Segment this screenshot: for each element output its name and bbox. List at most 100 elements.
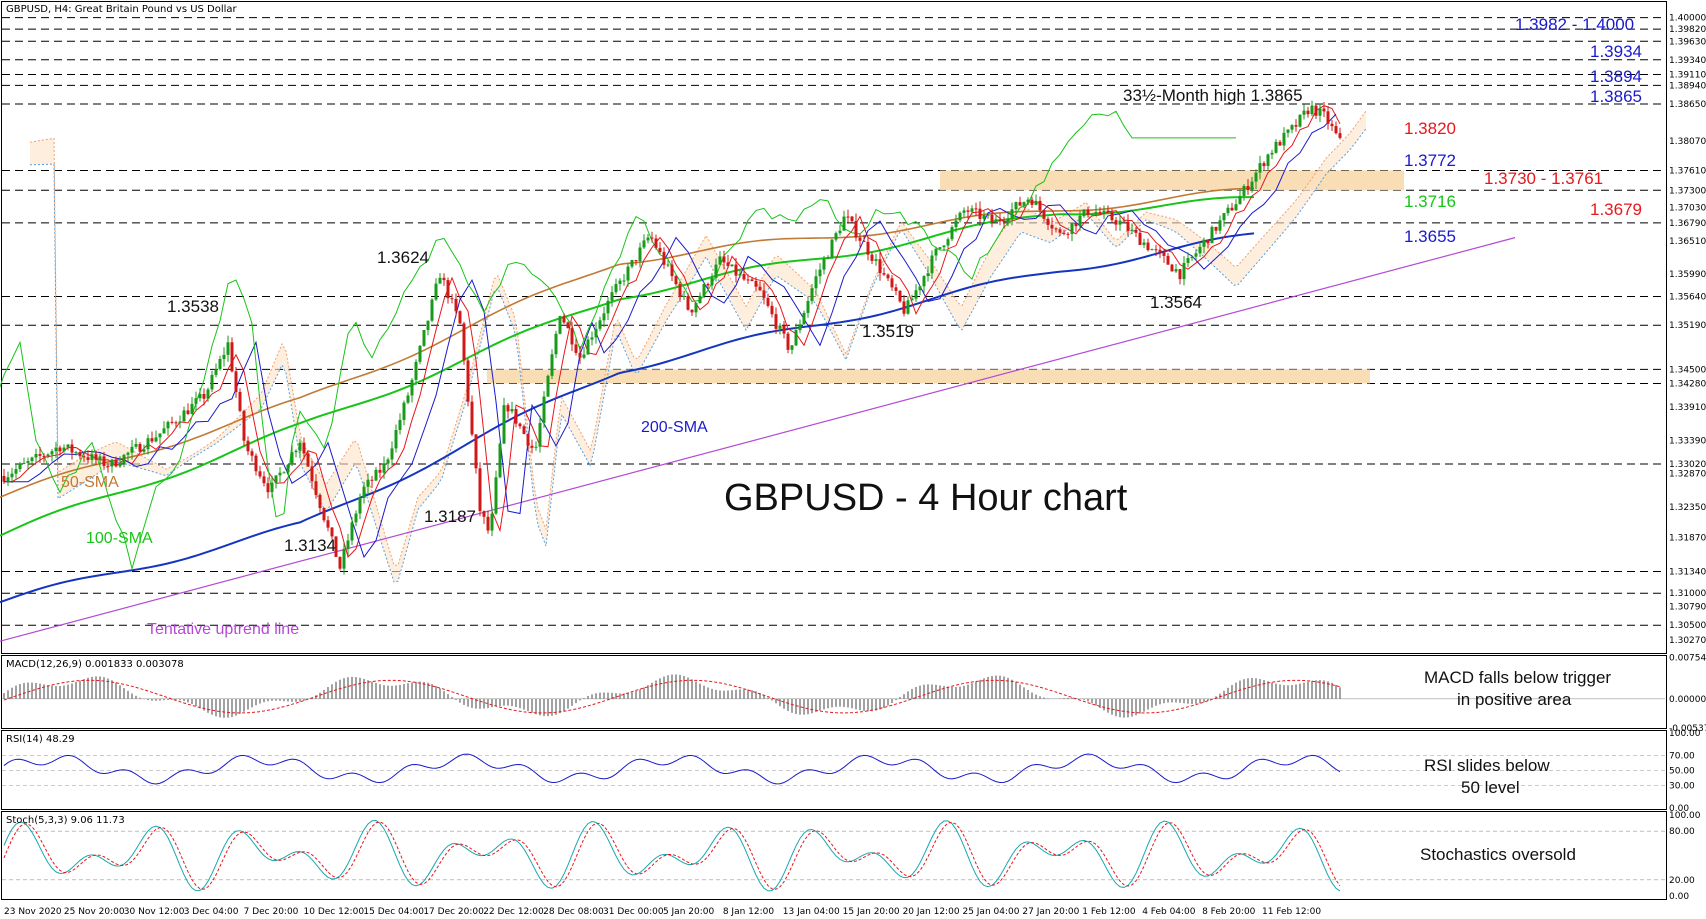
candle-body <box>1050 224 1054 229</box>
candle-body <box>338 556 342 569</box>
price-axis-label: 1.39630 <box>1669 37 1706 47</box>
candle-body <box>734 264 738 276</box>
candle-body <box>998 219 1002 221</box>
candle-body <box>510 409 514 412</box>
candle-body <box>210 374 214 390</box>
candle-body <box>150 438 154 442</box>
candle-body <box>634 260 638 262</box>
candle-body <box>670 264 674 277</box>
candle-body <box>558 316 562 334</box>
candle-body <box>474 434 478 469</box>
candle-body <box>314 481 318 495</box>
candle-body <box>250 451 254 456</box>
swing-label-1-3519: 1.3519 <box>862 322 914 341</box>
candle-body <box>230 342 234 372</box>
candle-body <box>286 464 290 473</box>
stoch-d-line <box>3 821 1341 890</box>
candle-body <box>966 210 970 212</box>
candle-body <box>38 454 42 456</box>
candle-body <box>274 475 278 483</box>
candle-body <box>994 219 998 222</box>
candle-body <box>1210 226 1214 244</box>
candle-body <box>394 429 398 449</box>
candle-body <box>1194 253 1198 257</box>
candle-body <box>1054 228 1058 230</box>
candle-body <box>894 287 898 291</box>
candle-body <box>1098 211 1102 214</box>
candle-body <box>430 299 434 321</box>
candle-body <box>354 513 358 523</box>
candle-body <box>698 295 702 304</box>
price-axis-label: 1.39820 <box>1669 25 1706 35</box>
price-axis-label: 1.37030 <box>1669 204 1706 214</box>
candle-body <box>934 248 938 256</box>
candle-body <box>462 323 466 361</box>
candle-body <box>1246 186 1250 191</box>
candle-body <box>582 354 586 358</box>
candle-body <box>446 280 450 299</box>
candle-body <box>598 320 602 329</box>
candle-body <box>130 446 134 453</box>
candle-body <box>1254 172 1258 182</box>
candle-body <box>802 312 806 325</box>
candle-body <box>1090 213 1094 216</box>
support-resistance-zone <box>940 170 1404 191</box>
sma50-label: 50-SMA <box>61 474 119 491</box>
candle-body <box>262 476 266 484</box>
price-axis-label: 1.30790 <box>1669 603 1706 613</box>
level-label-1-3820: 1.3820 <box>1404 119 1456 138</box>
price-axis-label: 1.33390 <box>1669 436 1706 446</box>
candle-body <box>774 314 778 329</box>
candle-body <box>522 426 526 434</box>
price-axis-label: 1.31000 <box>1669 589 1706 599</box>
senkou-span-a <box>29 110 1367 566</box>
candle-body <box>846 216 850 218</box>
candle-body <box>646 237 650 241</box>
time-axis-label: 4 Feb 04:00 <box>1142 907 1196 917</box>
candle-body <box>902 301 906 314</box>
candle-body <box>1022 202 1026 206</box>
candle-body <box>650 237 654 239</box>
candle-body <box>298 442 302 451</box>
candle-body <box>1234 204 1238 211</box>
candle-body <box>546 375 550 397</box>
candle-body <box>1134 229 1138 233</box>
candle-body <box>754 281 758 287</box>
rsi-title: RSI(14) 48.29 <box>6 734 75 745</box>
price-axis-label: 1.36510 <box>1669 237 1706 247</box>
time-axis-label: 31 Dec 00:00 <box>603 907 664 917</box>
candle-body <box>1306 110 1310 115</box>
candle-body <box>326 520 330 528</box>
price-axis-label: 1.37610 <box>1669 166 1706 176</box>
kijun-sen-line <box>4 113 1337 559</box>
month-high-label: 33½-Month high 1.3865 <box>1123 86 1303 105</box>
candle-body <box>870 254 874 261</box>
candle-body <box>378 469 382 473</box>
candle-body <box>270 482 274 493</box>
candle-body <box>66 444 70 448</box>
rsi-line <box>3 753 1341 785</box>
candle-body <box>42 455 46 457</box>
time-axis-label: 20 Jan 12:00 <box>903 907 960 917</box>
candle-body <box>722 256 726 263</box>
candle-body <box>186 410 190 414</box>
candle-body <box>818 269 822 277</box>
candle-body <box>82 456 86 458</box>
candle-body <box>1310 105 1314 115</box>
candle-body <box>918 286 922 291</box>
swing-label-1-3564: 1.3564 <box>1150 293 1202 312</box>
candle-body <box>34 454 38 458</box>
candle-body <box>410 379 414 396</box>
candle-body <box>6 477 10 482</box>
rsi-panel-frame <box>1 730 1667 810</box>
candle-body <box>730 264 734 267</box>
candle-body <box>118 463 122 467</box>
candle-body <box>1242 186 1246 196</box>
candle-body <box>1078 215 1082 227</box>
candle-body <box>826 257 830 259</box>
sma100-label: 100-SMA <box>86 530 153 547</box>
candle-body <box>466 360 470 402</box>
candle-body <box>950 227 954 240</box>
price-layer <box>0 17 1665 642</box>
